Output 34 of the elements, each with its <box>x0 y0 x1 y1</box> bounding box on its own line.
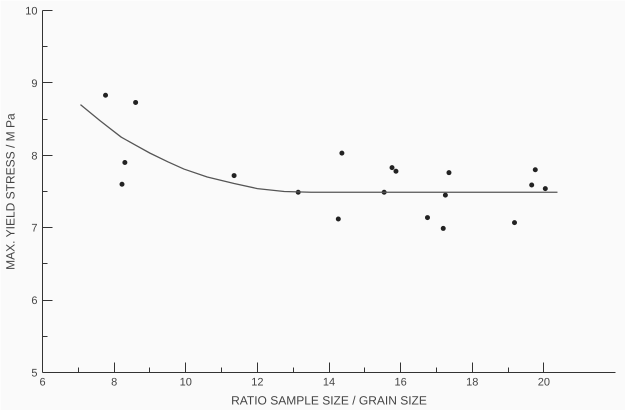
point <box>339 150 344 156</box>
y-tick-label: 7 <box>31 222 38 235</box>
x-tick-label: 10 <box>180 376 192 388</box>
point <box>336 216 341 222</box>
point <box>103 92 108 98</box>
x-tick-label: 8 <box>111 376 118 388</box>
y-tick-label: 5 <box>31 368 38 380</box>
point <box>133 100 138 105</box>
x-tick-label: 12 <box>251 376 264 388</box>
point <box>232 173 237 178</box>
x-tick-label: 6 <box>39 376 46 388</box>
y-tick-label: 9 <box>31 78 38 90</box>
y-tick-label: 8 <box>31 150 38 162</box>
y-tick-label: 6 <box>31 295 38 308</box>
line-series <box>80 104 558 193</box>
point <box>532 167 538 172</box>
point <box>424 215 430 220</box>
point <box>512 220 518 226</box>
point <box>440 226 446 231</box>
point <box>446 170 452 176</box>
point <box>122 160 128 166</box>
x-tick-label: 20 <box>538 376 550 388</box>
x-tick-label: 18 <box>466 376 478 388</box>
y-tick-label: 10 <box>25 6 38 18</box>
x-tick-label: 14 <box>322 376 336 388</box>
point <box>390 165 395 170</box>
point <box>529 182 534 188</box>
point <box>442 192 448 198</box>
y-axis-title: MAX. YIELD STRESS / M Pa <box>3 113 18 270</box>
x-tick-label: 16 <box>394 376 407 388</box>
x-axis-title: RATIO SAMPLE SIZE / GRAIN SIZE <box>231 394 427 408</box>
point <box>542 186 548 192</box>
point <box>120 182 125 187</box>
point <box>393 168 398 174</box>
